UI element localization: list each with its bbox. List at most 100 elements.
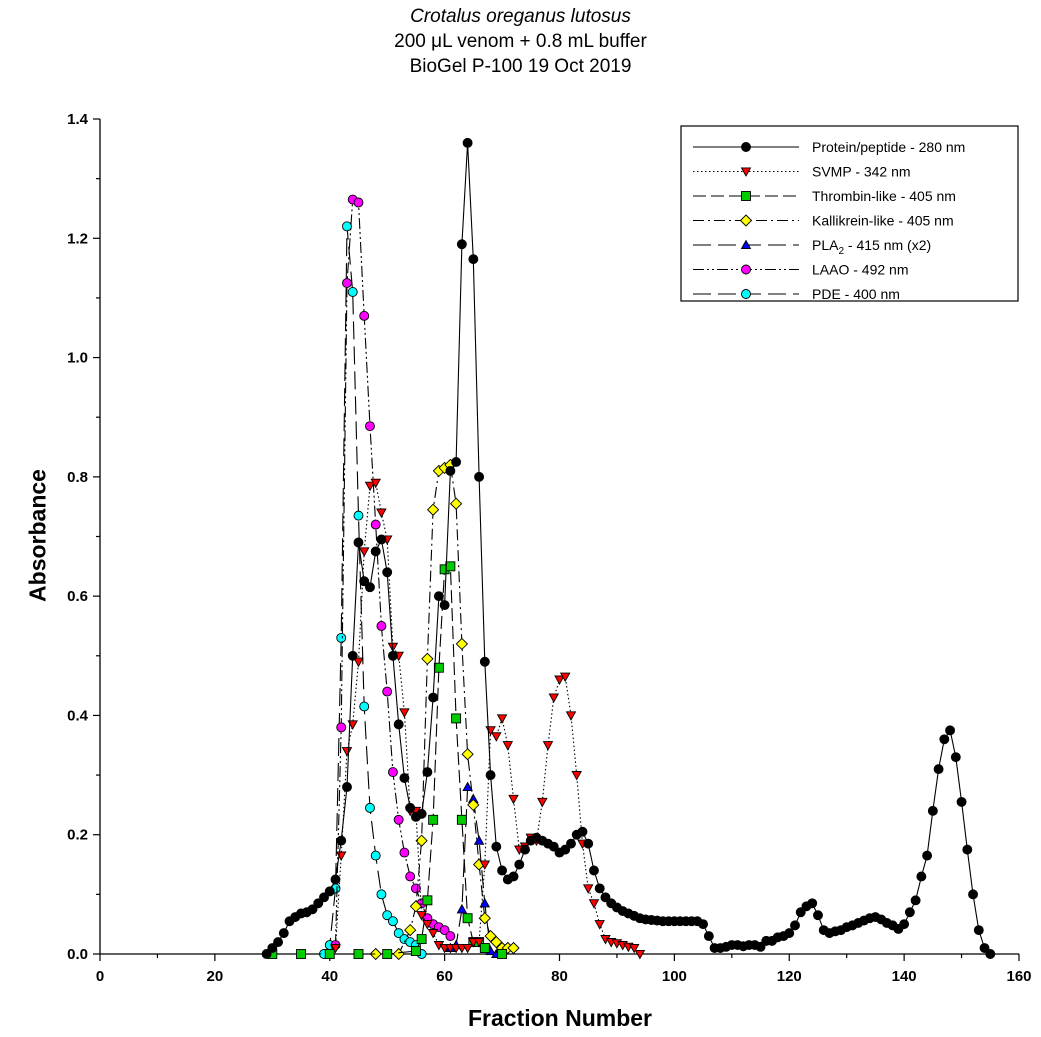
data-point [491, 841, 502, 852]
data-point [267, 943, 278, 953]
chart-title-line-3: BioGel P-100 19 Oct 2019 [409, 56, 632, 77]
x-tick-label: 140 [892, 968, 917, 985]
data-point [416, 808, 427, 819]
series-line [375, 464, 514, 955]
legend-label: Thrombin-like - 405 nm [812, 188, 956, 204]
x-tick-label: 0 [96, 968, 104, 985]
data-point [433, 662, 444, 673]
data-point [910, 895, 921, 906]
data-point [462, 137, 473, 148]
y-tick-label: 1.4 [67, 111, 89, 128]
data-point [739, 214, 753, 227]
data-point [560, 844, 571, 855]
data-point [404, 923, 417, 937]
data-point [456, 814, 467, 825]
data-point [376, 508, 387, 519]
data-point [416, 911, 427, 921]
data-point [382, 686, 393, 697]
data-point [548, 693, 560, 703]
data-point [445, 561, 456, 572]
y-tick-label: 0.2 [67, 827, 88, 844]
data-point [376, 621, 387, 631]
data-point [594, 883, 605, 894]
data-point [353, 949, 364, 959]
data-point [968, 889, 978, 900]
data-point [392, 947, 405, 961]
data-point [405, 871, 416, 882]
data-point [455, 637, 469, 651]
data-point [479, 943, 490, 953]
data-point [497, 949, 508, 959]
data-point [514, 859, 525, 870]
data-point [353, 510, 364, 521]
data-point [342, 221, 352, 232]
data-point [382, 567, 393, 578]
data-point [537, 797, 548, 808]
data-point [583, 838, 594, 849]
data-point [502, 741, 514, 751]
data-point [548, 841, 559, 852]
data-point [473, 938, 485, 948]
y-tick-label: 0.4 [67, 707, 89, 724]
chart-title-line-2: 200 μL venom + 0.8 mL buffer [394, 31, 647, 52]
data-point [439, 925, 450, 936]
data-point [341, 747, 353, 757]
y-tick-label: 1.0 [67, 350, 88, 367]
data-point [427, 929, 439, 939]
y-tick-label: 0.8 [67, 469, 88, 486]
data-point [336, 835, 347, 846]
data-point [342, 278, 352, 288]
data-point [342, 782, 352, 792]
data-point [449, 497, 463, 510]
data-point [387, 642, 399, 653]
data-point [336, 722, 347, 733]
data-point [484, 929, 497, 943]
legend-label: Protein/peptide - 280 nm [812, 139, 965, 155]
data-point [376, 534, 387, 545]
data-point [415, 834, 428, 847]
data-point [261, 949, 272, 959]
data-point [945, 725, 956, 736]
data-point [445, 931, 456, 942]
data-point [462, 943, 473, 954]
data-point [445, 465, 456, 476]
legend-subscript: 2 [838, 246, 844, 257]
data-point [491, 732, 502, 742]
data-point [973, 925, 984, 936]
data-point [399, 847, 410, 858]
data-point [456, 903, 468, 914]
data-point [741, 191, 751, 201]
data-point [382, 949, 393, 959]
data-point [790, 920, 800, 931]
data-point [382, 910, 393, 921]
data-point [439, 600, 450, 611]
data-point [600, 892, 611, 903]
series-line [450, 786, 497, 955]
data-point [565, 711, 577, 721]
data-point [508, 871, 519, 882]
data-point [330, 943, 341, 954]
data-point [571, 771, 582, 781]
data-point [421, 652, 434, 665]
data-point [364, 481, 376, 492]
data-point [939, 734, 950, 745]
data-point [985, 949, 996, 959]
data-point [451, 713, 462, 724]
data-point [462, 781, 473, 792]
data-point [554, 675, 565, 686]
x-axis-title: Fraction Number [467, 1005, 653, 1031]
legend-label: PDE - 400 nm [812, 286, 900, 302]
y-tick-label: 0.0 [67, 946, 88, 963]
data-point [479, 656, 490, 667]
data-point [589, 865, 599, 876]
series-3 [369, 458, 520, 961]
axes-layer: 0 20 40 60 80 100 120 140 160 0.0 0.2 0.4 0.6 0.8 1.0 1… [67, 111, 1031, 985]
data-point [347, 287, 358, 297]
legend-label: SVMP - 342 nm [812, 164, 911, 180]
data-point [358, 547, 370, 557]
data-point [479, 860, 491, 870]
series-6 [319, 221, 427, 959]
data-point [324, 886, 335, 897]
